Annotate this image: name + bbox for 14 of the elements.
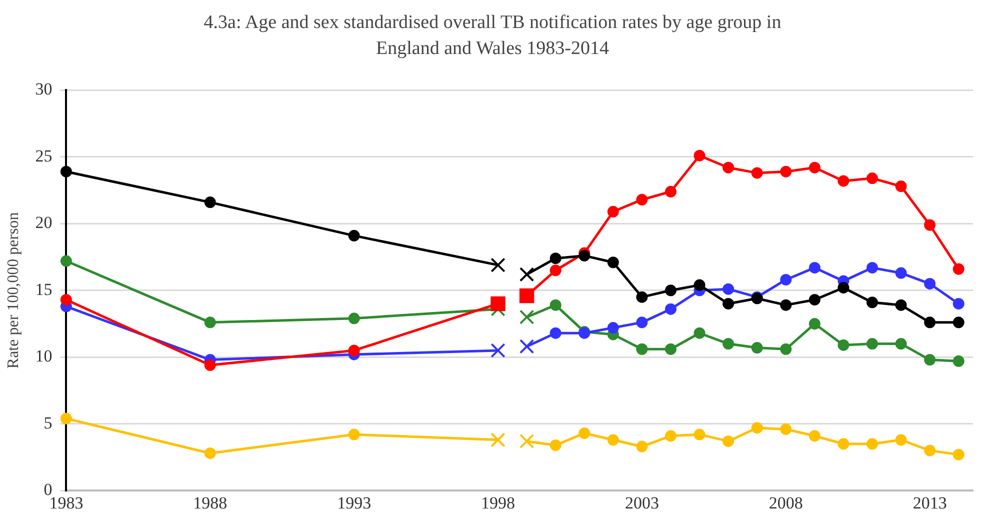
x-tick-label: 2003 bbox=[624, 493, 659, 512]
y-tick-label: 15 bbox=[35, 280, 52, 299]
y-tick-label: 25 bbox=[35, 146, 52, 166]
y-tick-label: 30 bbox=[35, 80, 52, 99]
y-tick-label: 10 bbox=[35, 346, 52, 366]
x-tick-label: 2013 bbox=[912, 493, 947, 512]
y-tick-label: 20 bbox=[35, 213, 52, 232]
x-tick-label: 2008 bbox=[768, 493, 803, 512]
chart-title: 4.3a: Age and sex standardised overall TB notification rates by age group in England and Wales 1983-2014 bbox=[202, 11, 782, 61]
x-tick-label: 1993 bbox=[337, 493, 372, 512]
x-tick-label: 1988 bbox=[193, 493, 228, 512]
y-tick-label: 5 bbox=[44, 413, 52, 432]
y-axis-title: Rate per 100,000 person bbox=[4, 212, 22, 369]
x-tick-label: 1998 bbox=[481, 493, 516, 512]
